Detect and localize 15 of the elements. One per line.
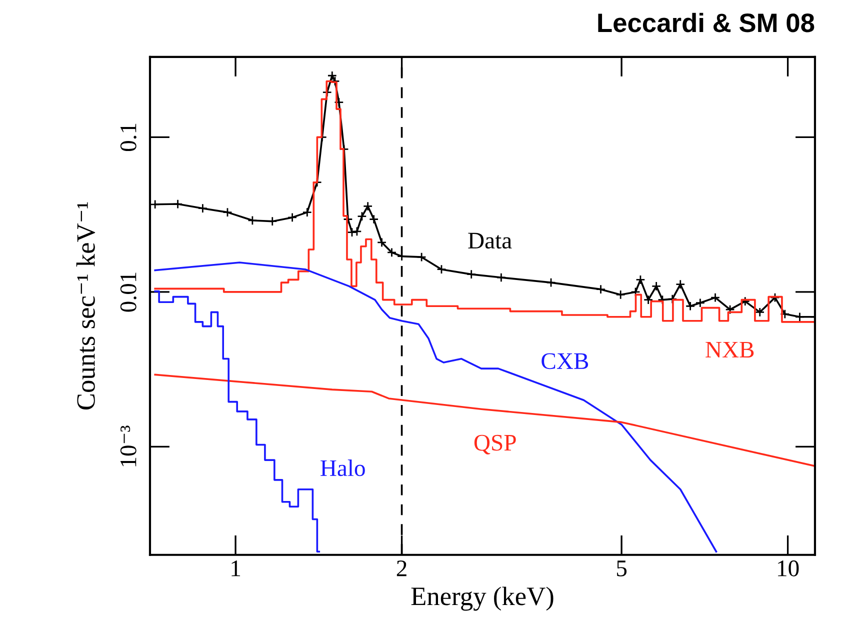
series-label: QSP: [474, 434, 516, 454]
y-tick-label: 0.1: [120, 124, 136, 152]
series-label: Data: [468, 232, 512, 249]
y-axis-title: Counts sec⁻¹ keV⁻¹: [76, 202, 96, 410]
x-tick-label: 1: [232, 560, 240, 576]
y-tick-label: 10⁻³: [120, 426, 136, 466]
y-tick-label: 0.01: [120, 272, 136, 312]
chart-title: Leccardi & SM 08: [598, 12, 814, 32]
x-tick-label: 2: [396, 560, 406, 576]
series-label: NXB: [706, 342, 754, 358]
x-tick-label: 5: [617, 560, 627, 576]
x-axis-title: Energy (keV): [411, 586, 554, 611]
series-label: Halo: [320, 460, 365, 476]
x-tick-label: 10: [778, 560, 799, 576]
series-label: CXB: [542, 353, 588, 370]
